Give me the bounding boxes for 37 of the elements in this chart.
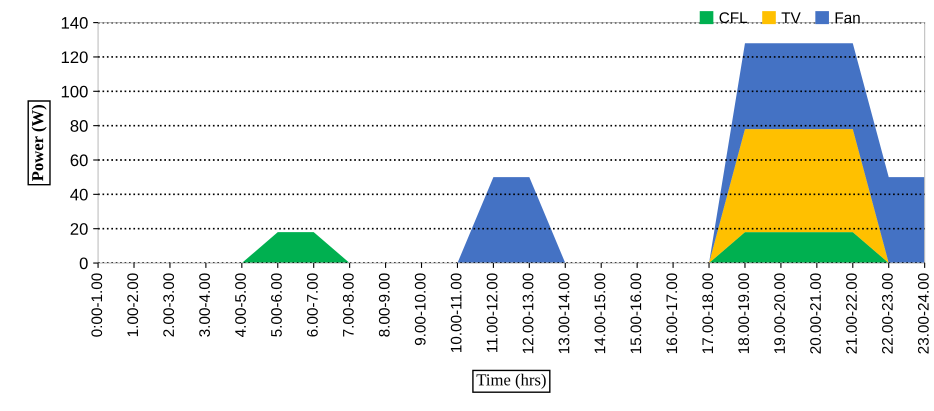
x-tick-label: 18.00-19.00 (738, 273, 750, 354)
x-tick-label: 10.00-11.00 (450, 273, 462, 352)
legend-label: TV (782, 12, 801, 23)
x-tick-label: 12.00-13.00 (522, 273, 534, 354)
y-tick-label: 100 (62, 86, 88, 98)
x-tick-label: 1.00-2.00 (127, 273, 138, 336)
x-tick-label: 21.00-22.00 (846, 273, 857, 354)
x-tick-label: 14.00-15.00 (594, 273, 606, 354)
x-tick-label: 17.00-18.00 (702, 273, 714, 354)
y-tick-label: 0 (80, 257, 88, 270)
x-tick-label: 5.00-6.00 (271, 273, 282, 337)
x-tick-label: 9.00-10.00 (414, 273, 426, 346)
legend-label: CFL (720, 12, 748, 24)
x-tick-label: 19.00-20.00 (774, 273, 786, 354)
x-tick-label: 6.00-7.00 (306, 273, 318, 337)
x-tick-label: 15.00-16.00 (630, 273, 642, 354)
x-tick-label: 11.00-12.00 (486, 273, 498, 352)
x-tick-label: 0:00-1.00 (91, 273, 102, 337)
y-tick-label: 80 (70, 120, 88, 132)
x-tick-label: 22.00-23.00 (882, 273, 893, 354)
x-tick-label: 23.00-24.00 (918, 273, 929, 354)
x-tick-label: 8.00-9.00 (378, 273, 390, 337)
y-tick-label: 60 (70, 154, 88, 166)
legend-label: Fan (836, 12, 860, 24)
x-tick-label: 20.00-21.00 (810, 273, 821, 354)
x-tick-label: 7.00-8.00 (342, 273, 354, 337)
x-tick-label: 16.00-17.00 (666, 273, 678, 354)
x-axis-title: Time (hrs) (476, 374, 546, 389)
y-axis-title: Power (W) (32, 105, 47, 182)
x-tick-label: 4.00-5.00 (235, 273, 246, 337)
y-tick-label: 40 (70, 188, 88, 201)
x-tick-label: 3.00-4.00 (199, 273, 210, 337)
x-tick-label: 13.00-14.00 (558, 273, 570, 354)
x-tick-label: 2.00-3.00 (163, 273, 174, 337)
y-tick-label: 20 (70, 223, 88, 235)
y-tick-label: 120 (62, 51, 88, 64)
y-tick-label: 140 (62, 17, 88, 29)
